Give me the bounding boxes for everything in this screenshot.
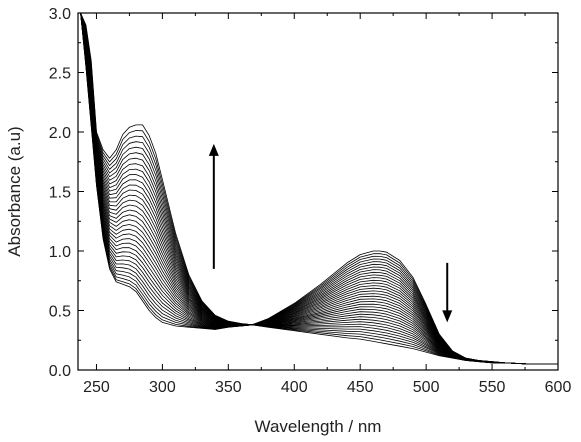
arrow-down-icon bbox=[442, 310, 453, 323]
x-tick-label: 550 bbox=[479, 379, 506, 396]
y-tick-label: 2.0 bbox=[49, 125, 71, 142]
x-tick-label: 600 bbox=[545, 379, 572, 396]
x-tick-label: 400 bbox=[281, 379, 308, 396]
x-tick-label: 250 bbox=[83, 379, 110, 396]
y-tick-label: 1.0 bbox=[49, 244, 71, 261]
x-tick-label: 350 bbox=[215, 379, 242, 396]
spectrum-line-35 bbox=[80, 13, 558, 365]
y-tick-label: 0.5 bbox=[49, 304, 71, 321]
plot-frame bbox=[77, 12, 559, 371]
y-tick-label: 3.0 bbox=[49, 6, 71, 23]
y-tick-label: 0.0 bbox=[49, 363, 71, 380]
y-tick-label: 2.5 bbox=[49, 66, 71, 83]
annotation-group bbox=[208, 143, 453, 323]
y-tick-label: 1.5 bbox=[49, 185, 71, 202]
x-tick-label: 300 bbox=[149, 379, 176, 396]
tick-labels-group: 250 300 350 400 450 500 550 600 0.0 0.5 1.0 1.5 2.0 2… bbox=[49, 6, 572, 396]
x-axis-label: Wavelength / nm bbox=[255, 417, 382, 436]
arrow-up-icon bbox=[208, 143, 219, 156]
x-tick-label: 500 bbox=[413, 379, 440, 396]
y-axis-label: Absorbance (a.u) bbox=[5, 126, 24, 256]
axis-ticks-group bbox=[78, 12, 559, 371]
x-tick-label: 450 bbox=[347, 379, 374, 396]
spectra-series-group bbox=[80, 13, 558, 365]
